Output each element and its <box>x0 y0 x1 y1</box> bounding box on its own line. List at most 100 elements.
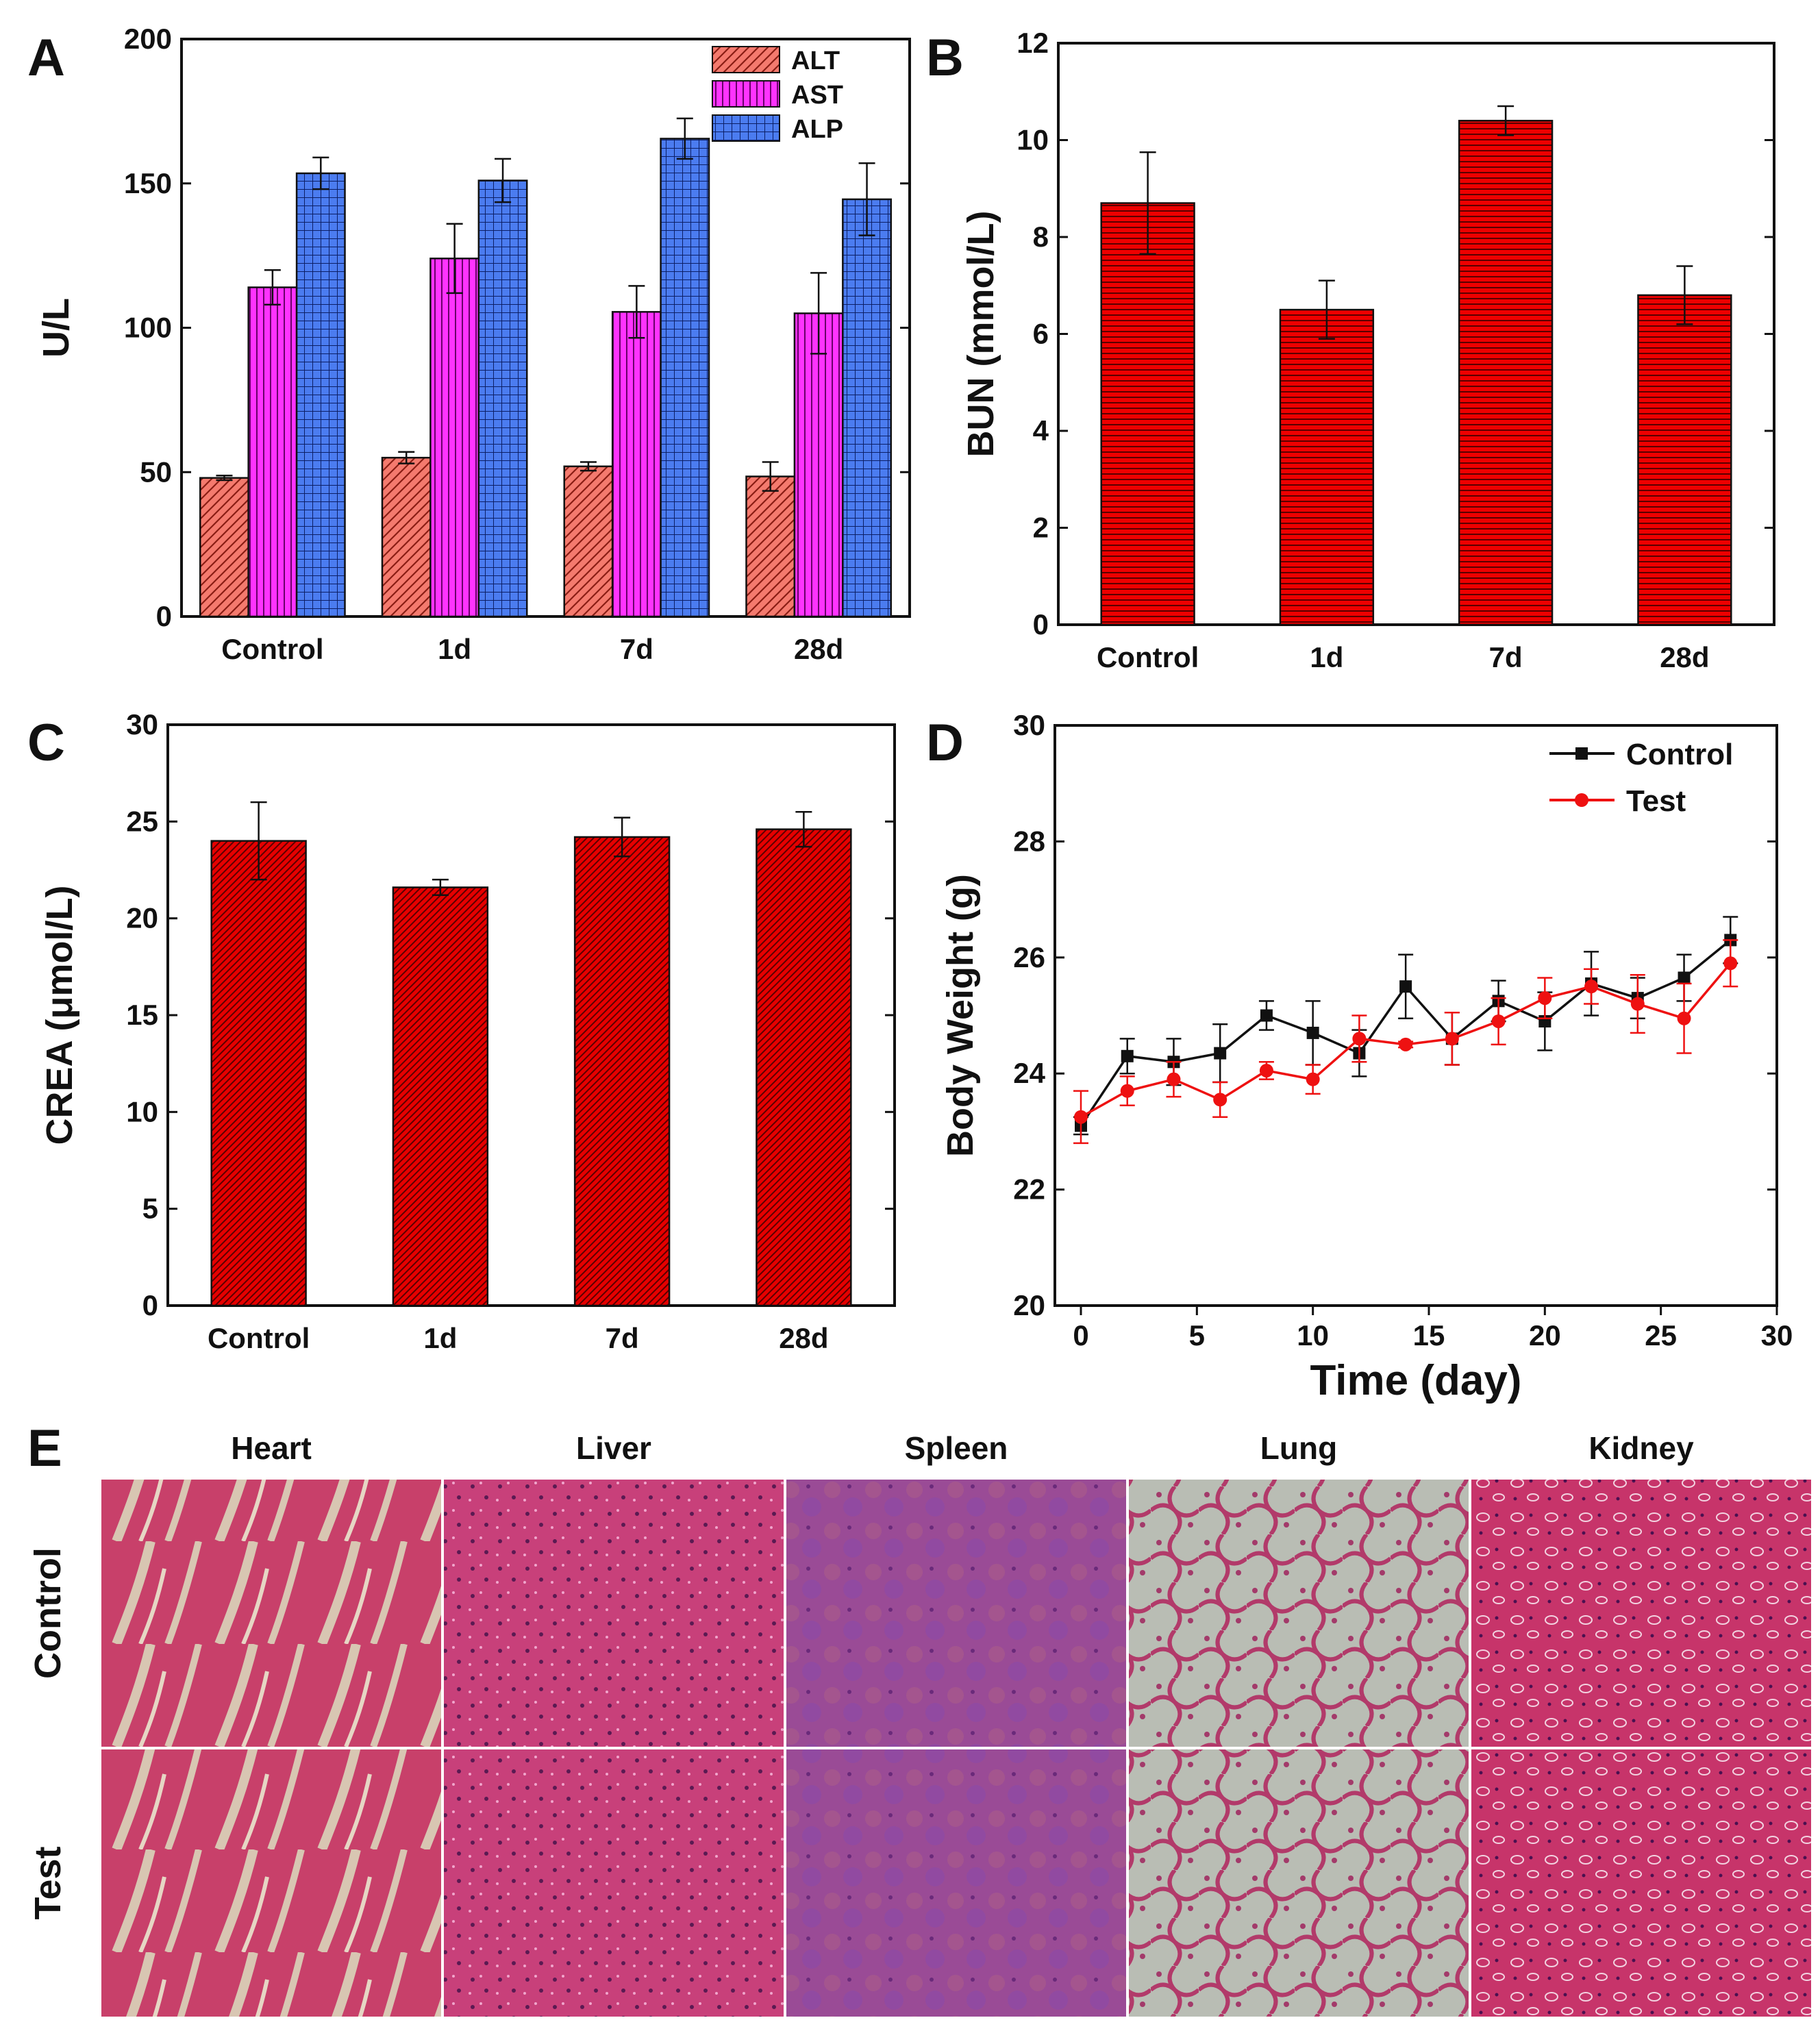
x-tick-label: 30 <box>1761 1319 1793 1351</box>
legend-swatch <box>712 46 780 73</box>
y-tick-label: 10 <box>1017 124 1049 156</box>
micrograph-kidney-control <box>1471 1480 1811 1747</box>
data-point <box>1214 1047 1227 1060</box>
y-tick-label: 6 <box>1033 318 1049 350</box>
row-label-test: Test <box>27 1846 68 1919</box>
error-bar <box>312 156 329 190</box>
error-bar <box>1676 265 1693 325</box>
data-point <box>1306 1072 1320 1086</box>
legend-swatch <box>712 80 780 108</box>
data-point <box>1120 1084 1134 1098</box>
x-tick-label: 5 <box>1189 1319 1205 1351</box>
data-point <box>1678 971 1691 984</box>
y-tick-label: 100 <box>124 312 172 344</box>
y-tick-label: 22 <box>1013 1173 1045 1206</box>
y-tick-label: 0 <box>156 600 172 632</box>
y-tick-label: 8 <box>1033 221 1049 253</box>
x-tick-label: 1d <box>423 1322 457 1354</box>
y-axis-label: CREA (μmol/L) <box>39 885 80 1145</box>
x-tick-label: 7d <box>620 633 653 665</box>
bar-alt-7d <box>563 465 614 618</box>
x-tick-label: Control <box>208 1322 310 1354</box>
y-axis-label: Body Weight (g) <box>940 874 981 1157</box>
micrograph-spleen-control <box>786 1480 1126 1747</box>
panel-letter: E <box>27 1419 62 1478</box>
panel-E: E Heart Liver Spleen Lung Kidney Control Test <box>27 1419 1811 2017</box>
y-tick-label: 200 <box>124 23 172 55</box>
error-bar <box>676 117 693 160</box>
data-point <box>1491 1014 1506 1028</box>
micrograph-lung-control <box>1129 1480 1469 1747</box>
y-tick-label: 15 <box>126 999 158 1031</box>
bar-alt-1d <box>381 456 432 618</box>
micrograph-liver-control <box>444 1480 784 1747</box>
data-point <box>1167 1072 1181 1086</box>
error-bar <box>1497 105 1514 136</box>
legend-item-control: Control <box>1549 738 1733 771</box>
organ-label-lung: Lung <box>1260 1430 1337 1466</box>
x-tick-label: 28d <box>794 633 843 665</box>
x-tick-label: Control <box>1097 641 1199 673</box>
error-bar <box>264 269 281 306</box>
y-tick-label: 30 <box>1013 709 1045 741</box>
data-point <box>1306 1026 1319 1039</box>
legend-item-test: Test <box>1549 784 1686 818</box>
micrograph-liver-test <box>444 1749 784 2017</box>
data-point <box>1399 1037 1413 1051</box>
data-point <box>1723 956 1738 971</box>
bar-bun-control <box>1100 202 1195 626</box>
bar-ast-1d <box>429 258 480 618</box>
bar-alt-control <box>199 477 249 618</box>
bar-crea-7d <box>573 836 671 1307</box>
x-tick-label: 28d <box>779 1322 828 1354</box>
error-bar <box>1139 151 1156 256</box>
x-tick-label: Control <box>221 633 323 665</box>
y-tick-label: 20 <box>126 902 158 934</box>
series-test <box>1073 939 1738 1145</box>
micrograph-spleen-test <box>786 1749 1126 2017</box>
panel-letter: D <box>926 714 964 772</box>
y-tick-label: 0 <box>1033 608 1049 640</box>
error-bar <box>216 475 233 482</box>
error-bar <box>795 810 812 848</box>
x-tick-label: 7d <box>1489 641 1523 673</box>
data-point <box>1352 1032 1367 1046</box>
bar-alp-1d <box>477 179 528 618</box>
error-bar <box>579 461 597 472</box>
error-bar <box>810 272 827 355</box>
y-tick-label: 0 <box>142 1289 158 1321</box>
x-axis-label: Time (day) <box>1310 1357 1522 1404</box>
data-point <box>1074 1110 1088 1124</box>
legend-marker <box>1575 793 1588 807</box>
x-tick-label: 10 <box>1297 1319 1329 1351</box>
error-bar <box>858 162 875 236</box>
y-tick-label: 2 <box>1033 512 1049 544</box>
data-point <box>1584 980 1599 994</box>
micrograph-heart-control <box>101 1480 441 1747</box>
data-point <box>1445 1032 1459 1046</box>
bar-alp-7d <box>660 138 710 618</box>
panel-A: 0 50 100 150 200 U/L A Control 1d 7d 28d ALT AST ALP <box>27 23 911 665</box>
x-tick-label: 0 <box>1073 1319 1088 1351</box>
error-bar <box>432 878 449 896</box>
legend-swatch <box>712 114 780 142</box>
bar-ast-28d <box>793 312 844 618</box>
bar-ast-control <box>247 286 298 618</box>
legend-label: Test <box>1626 784 1686 818</box>
error-bar <box>1318 279 1335 340</box>
panel-letter: A <box>27 29 65 87</box>
micrograph-lung-test <box>1129 1749 1469 2017</box>
bar-crea-control <box>210 840 307 1307</box>
bar-bun-1d <box>1279 308 1375 626</box>
error-bar <box>250 801 267 881</box>
x-tick-label: 20 <box>1529 1319 1561 1351</box>
y-tick-label: 25 <box>126 805 158 837</box>
data-point <box>1121 1049 1134 1062</box>
legend-label: AST <box>791 81 843 110</box>
error-bar <box>446 223 463 295</box>
legend-item-alp: ALP <box>712 114 843 144</box>
plot-frame <box>1054 724 1778 1307</box>
legend-item-ast: AST <box>712 80 843 110</box>
organ-label-heart: Heart <box>231 1430 312 1466</box>
